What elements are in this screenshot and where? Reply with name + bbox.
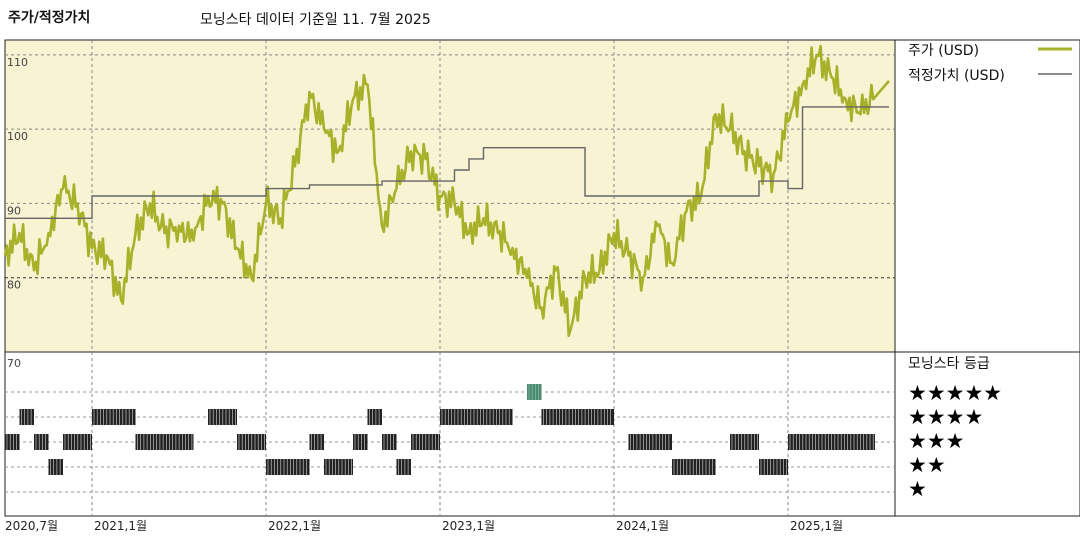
rating-period-4-star	[541, 409, 614, 425]
y-tick-label: 90	[7, 204, 21, 217]
rating-legend-title: 모닝스타 등급	[908, 356, 990, 372]
y-tick-label: 110	[7, 56, 28, 69]
rating-period-5-star	[527, 384, 542, 400]
rating-period-2-star	[759, 459, 788, 475]
rating-period-4-star	[92, 409, 136, 425]
rating-period-3-star	[63, 434, 92, 450]
rating-period-2-star	[672, 459, 716, 475]
star-legend-1: ★	[908, 477, 927, 501]
y-axis: 110 100 90 80 70	[7, 56, 28, 370]
x-tick-label: 2024,1월	[616, 519, 669, 533]
rating-period-3-star	[628, 434, 672, 450]
rating-period-3-star	[788, 434, 875, 450]
rating-period-3-star	[382, 434, 397, 450]
x-tick-label: 2025,1월	[790, 519, 843, 533]
rating-period-2-star	[266, 459, 310, 475]
x-tick-label: 2023,1월	[442, 519, 495, 533]
source-note: 모닝스타 데이터 기준일 11. 7월 2025	[200, 12, 431, 28]
series-fair-value-line	[5, 106, 889, 220]
x-tick-label: 2021,1월	[94, 519, 147, 533]
rating-period-3-star	[5, 434, 20, 450]
rating-period-3-star	[411, 434, 440, 450]
rating-chart	[5, 384, 875, 475]
star-legend-5: ★★★★★	[908, 381, 1002, 405]
star-legend: ★★★★★★★★★★★★★★★	[908, 381, 1002, 501]
x-tick-label: 2022,1월	[268, 519, 321, 533]
price-chart	[3, 44, 890, 338]
rating-period-2-star	[396, 459, 411, 475]
y-tick-label: 70	[7, 357, 21, 370]
series-price-line	[3, 44, 890, 338]
star-legend-4: ★★★★	[908, 405, 983, 429]
star-legend-3: ★★★	[908, 429, 964, 453]
rating-period-4-star	[19, 409, 34, 425]
y-tick-label: 100	[7, 130, 28, 143]
rating-period-3-star	[237, 434, 266, 450]
rating-period-3-star	[135, 434, 194, 450]
rating-period-3-star	[730, 434, 759, 450]
rating-period-4-star	[367, 409, 382, 425]
legend-price-label: 주가 (USD)	[908, 43, 979, 59]
star-legend-2: ★★	[908, 453, 946, 477]
rating-period-2-star	[48, 459, 63, 475]
legend-fair-label: 적정가치 (USD)	[908, 68, 1005, 84]
y-tick-label: 80	[7, 279, 21, 292]
rating-period-2-star	[324, 459, 353, 475]
rating-period-3-star	[353, 434, 368, 450]
rating-period-3-star	[34, 434, 49, 450]
rating-period-4-star	[440, 409, 513, 425]
rating-period-3-star	[309, 434, 324, 450]
section-title: 주가/적정가치	[8, 9, 90, 26]
x-tick-label: 2020,7월	[5, 519, 58, 533]
x-axis: 2020,7월 2021,1월 2022,1월 2023,1월 2024,1월 2025,…	[5, 519, 843, 533]
rating-period-4-star	[208, 409, 237, 425]
